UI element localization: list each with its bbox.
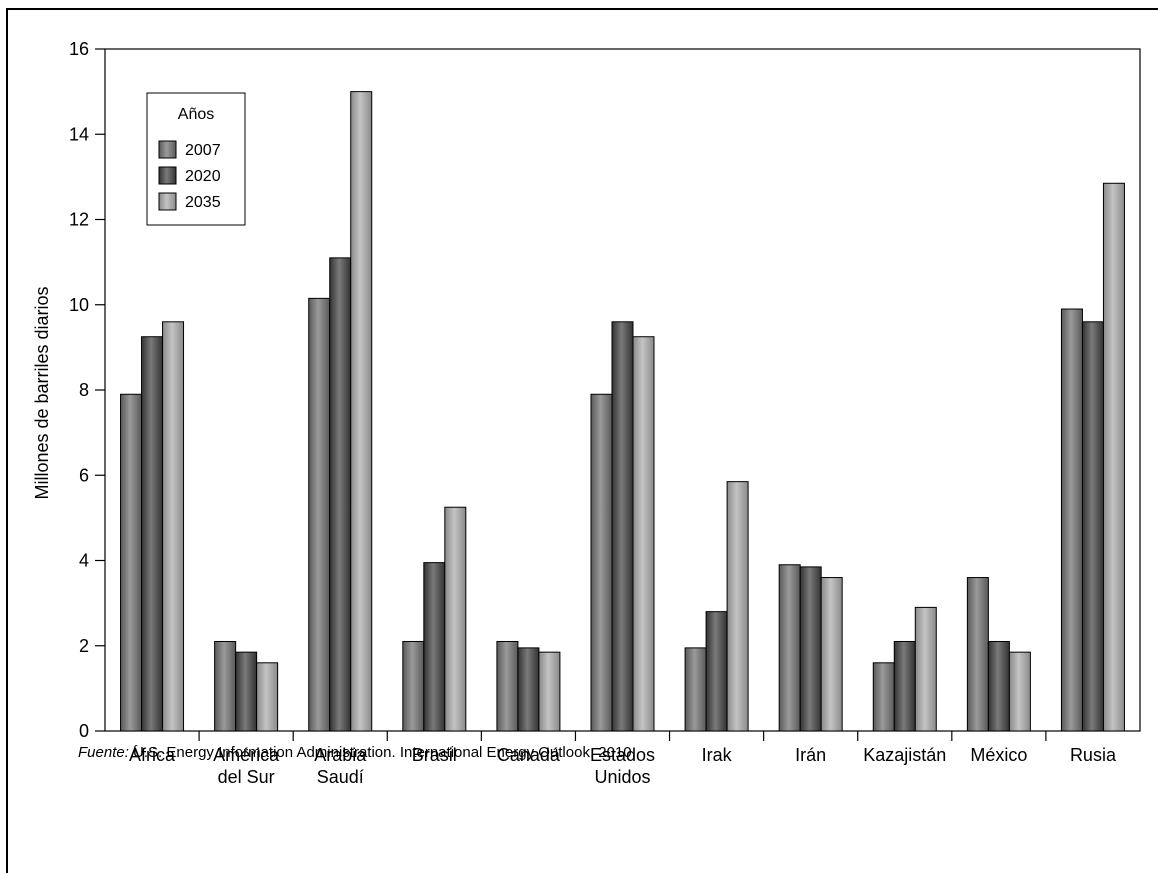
x-tick-label: Brasil — [412, 745, 457, 765]
bar-2035 — [914, 606, 937, 732]
bar-2035 — [632, 336, 655, 732]
y-tick-label: 0 — [79, 721, 89, 741]
bar-2020 — [705, 611, 728, 732]
x-tick-label: Estados — [590, 745, 655, 765]
bar-2007 — [872, 662, 895, 732]
chart-frame — [6, 8, 1158, 873]
legend-label-2035: 2035 — [185, 194, 221, 211]
x-tick-label: del Sur — [218, 767, 275, 787]
legend-label-2007: 2007 — [185, 142, 221, 159]
legend-swatch-2035 — [158, 192, 177, 211]
x-tick-label: Kazajistán — [863, 745, 946, 765]
x-tick-label: Arabia — [314, 745, 367, 765]
bar-2020 — [893, 640, 916, 732]
bar-2035 — [162, 321, 185, 732]
bar-2007 — [590, 393, 613, 732]
bar-2007 — [496, 640, 519, 732]
y-tick-label: 2 — [79, 636, 89, 656]
y-tick-label: 6 — [79, 465, 89, 485]
x-tick-label: México — [970, 745, 1027, 765]
y-tick-label: 10 — [69, 295, 89, 315]
x-tick-label: América — [213, 745, 280, 765]
x-tick-label: Irán — [795, 745, 826, 765]
bar-2020 — [799, 566, 822, 732]
bar-2035 — [820, 577, 843, 732]
bar-2007 — [402, 640, 425, 732]
bar-2007 — [120, 393, 143, 732]
y-axis-title: Millones de barriles diarios — [32, 286, 52, 499]
x-tick-label: Rusia — [1070, 745, 1117, 765]
bar-2035 — [444, 506, 467, 732]
bar-2035 — [256, 662, 279, 732]
legend-swatch-2020 — [158, 166, 177, 185]
bar-2020 — [987, 640, 1010, 732]
x-tick-label: África — [129, 745, 176, 765]
source-text: U.S. Energy Information Administration. … — [128, 744, 636, 761]
source-label: Fuente: — [78, 744, 129, 761]
legend: Años 2007 2020 2035 — [146, 92, 246, 226]
bar-2020 — [611, 321, 634, 732]
bar-2007 — [308, 297, 331, 732]
x-tick-label: Canadá — [497, 745, 561, 765]
bar-2035 — [1102, 182, 1125, 732]
legend-swatch-2007 — [158, 140, 177, 159]
bar-2020 — [329, 257, 352, 732]
bar-2020 — [141, 336, 164, 732]
bar-2035 — [1008, 651, 1031, 732]
legend-title: Años — [178, 106, 214, 123]
y-tick-label: 8 — [79, 380, 89, 400]
x-tick-label: Irak — [702, 745, 733, 765]
bar-2007 — [684, 647, 707, 732]
bar-2020 — [517, 647, 540, 732]
y-tick-label: 14 — [69, 124, 89, 144]
source-note: Fuente: U.S. Energy Information Administ… — [78, 744, 636, 761]
bar-2035 — [538, 651, 561, 732]
y-tick-label: 12 — [69, 210, 89, 230]
bar-2007 — [778, 564, 801, 732]
bars — [120, 91, 1125, 732]
bar-2035 — [350, 91, 373, 732]
y-tick-label: 16 — [69, 39, 89, 59]
x-tick-label: Saudí — [317, 767, 364, 787]
x-tick-label: Unidos — [594, 767, 650, 787]
bar-2007 — [966, 577, 989, 732]
bar-2020 — [1081, 321, 1104, 732]
legend-label-2020: 2020 — [185, 168, 221, 185]
bar-2020 — [423, 562, 446, 732]
bar-2007 — [1060, 308, 1083, 732]
y-tick-label: 4 — [79, 551, 89, 571]
bar-2007 — [214, 640, 237, 732]
bar-2035 — [726, 481, 749, 732]
bar-2020 — [235, 651, 258, 732]
